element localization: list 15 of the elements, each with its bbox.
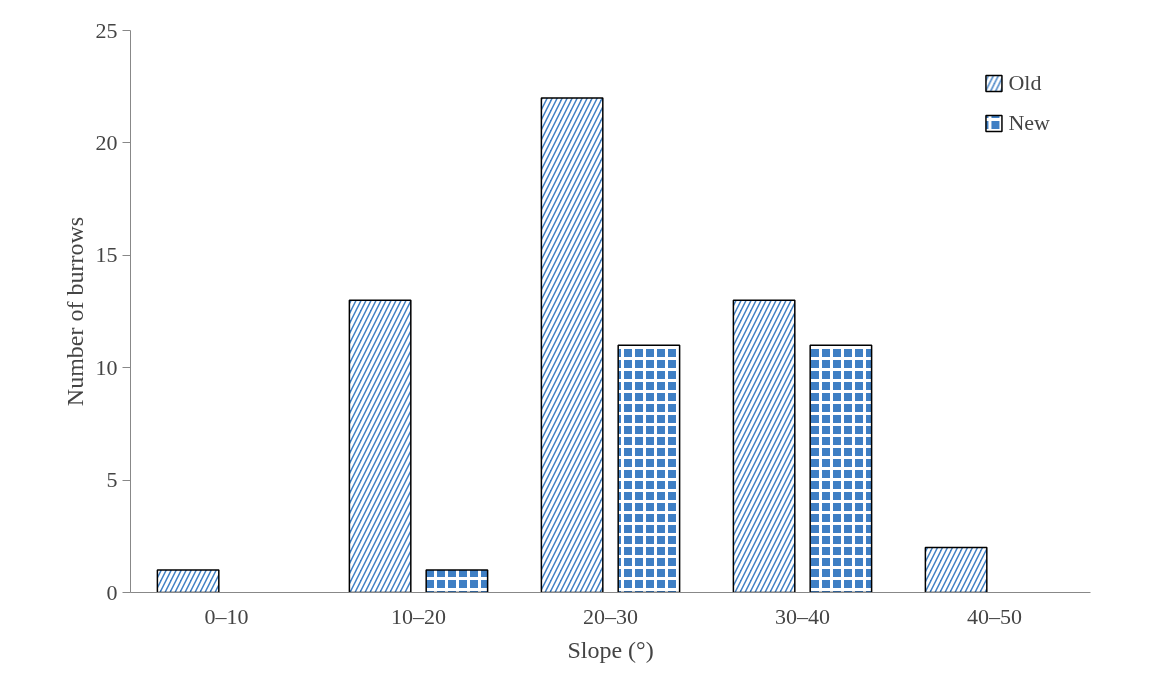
x-tick-label: 30–40 — [775, 603, 830, 629]
x-tick-label: 10–20 — [391, 603, 446, 629]
y-tick-label: 20 — [95, 129, 118, 155]
y-tick-label: 10 — [95, 354, 118, 380]
x-tick-label: 20–30 — [583, 603, 638, 629]
x-axis-title: Slope (°) — [567, 636, 654, 663]
x-tick-label: 0–10 — [204, 603, 249, 629]
y-tick-label: 5 — [106, 467, 118, 493]
legend-label: New — [1008, 110, 1050, 136]
x-tick-label: 40–50 — [967, 603, 1022, 629]
y-tick-label: 0 — [106, 579, 118, 605]
y-tick-label: 15 — [95, 242, 118, 268]
legend-label: Old — [1008, 70, 1042, 96]
y-tick-label: 25 — [95, 17, 118, 43]
y-axis-title: Number of burrows — [61, 216, 88, 407]
